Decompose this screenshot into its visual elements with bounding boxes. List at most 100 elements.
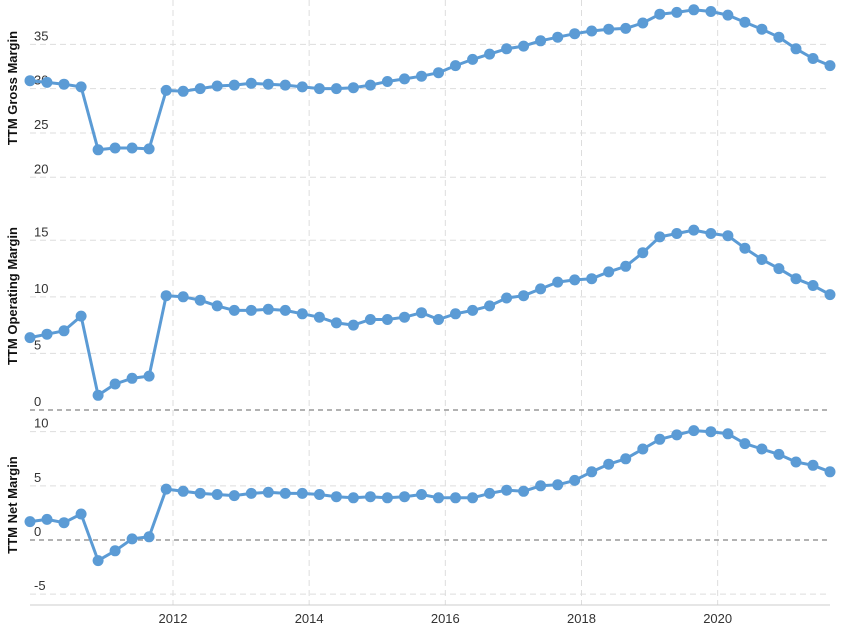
panel-1-data-point [41, 76, 53, 88]
panel-1-data-point [194, 83, 206, 95]
panel-2-data-point [671, 228, 683, 239]
panel-2-data-point [535, 283, 547, 295]
panel-3-data-point [381, 492, 393, 504]
panel-2-data-point [313, 311, 325, 323]
panel-1-data-point [58, 78, 70, 90]
panel-2-data-point [330, 317, 342, 329]
panel-1-data-point [160, 84, 172, 96]
panel-3-data-point [194, 487, 206, 499]
panel-1-data-point [399, 73, 410, 85]
panel-2-data-point [654, 231, 666, 243]
panel-2-data-point [790, 273, 802, 285]
panel-1-data-point [143, 143, 155, 155]
panel-2-data-point [41, 328, 53, 340]
panel-2-data-point [450, 308, 461, 320]
panel-2-y-tick-label: 10 [34, 281, 48, 296]
panel-2-y-tick-label: 5 [34, 337, 41, 352]
panel-3-data-point [484, 487, 496, 499]
panel-2-data-point [364, 314, 376, 325]
panel-1-data-point [177, 85, 189, 97]
panel-2-data-point [160, 290, 172, 302]
panel-2-y-axis-label: TTM Operating Margin [5, 227, 20, 365]
panel-3-data-point [296, 487, 308, 499]
panel-2-data-point [177, 291, 189, 303]
panel-1-data-point [518, 40, 530, 52]
panel-3-data-point [773, 448, 785, 460]
panel-3-data-point [279, 487, 291, 499]
panel-1-data-point [433, 67, 444, 79]
panel-1-data-point [228, 79, 240, 91]
panel-1-data-point [313, 83, 325, 95]
panel-2-data-point [143, 370, 155, 382]
panel-1-data-point [824, 60, 836, 72]
panel-2-data-point [552, 276, 564, 288]
panel-1-data-point [381, 76, 393, 87]
panel-1-data-point [296, 81, 308, 93]
panel-2-data-point [586, 273, 598, 285]
panel-1-data-point [756, 23, 768, 35]
panel-3-data-point [722, 428, 734, 440]
panel-1-data-point [24, 75, 36, 87]
panel-2-series-line [29, 228, 831, 397]
panel-1-data-point [109, 142, 121, 154]
panel-2-data-point [620, 260, 632, 272]
panel-1-y-axis-label: TTM Gross Margin [5, 31, 20, 145]
panel-3-data-point [228, 490, 240, 502]
panel-3: -5 0 5 10 TTM Net Margin [5, 416, 836, 595]
panel-2-data-point [75, 310, 87, 322]
panel-3-data-point [41, 513, 53, 525]
panel-1-data-point [637, 17, 649, 29]
panel-2-data-point [705, 228, 717, 239]
panel-2-data-point [381, 314, 393, 325]
panel-3-data-point [807, 459, 819, 471]
panel-2-data-point [194, 294, 206, 306]
panel-1-y-tick-label: 20 [34, 161, 48, 176]
panel-3-data-point [109, 545, 121, 557]
panel-1-data-point [603, 23, 615, 35]
panel-3-data-point [790, 456, 802, 468]
panel-1-data-point [790, 43, 802, 55]
panel-2-data-point [824, 289, 836, 301]
panel-3-y-tick-label: 5 [34, 470, 41, 485]
panel-1-y-tick-label: 35 [34, 28, 48, 43]
panel-3-data-point [552, 479, 564, 491]
x-tick-label-2012: 2012 [159, 611, 188, 626]
panel-3-data-point [143, 531, 155, 543]
x-tick-label-2020: 2020 [703, 611, 732, 626]
panel-2-data-point [416, 307, 427, 319]
panel-1-data-point [501, 43, 513, 55]
x-tick-label-2014: 2014 [295, 611, 324, 626]
panel-3-data-point [637, 443, 649, 455]
panel-3-data-point [58, 517, 70, 529]
panel-3-data-point [245, 487, 257, 499]
panel-1-data-point [569, 28, 581, 40]
panel-1-data-point [92, 144, 104, 156]
panel-2: 0 5 10 15 TTM Operating Margin [5, 224, 836, 411]
panel-1-data-point [75, 81, 87, 93]
panel-1-data-point [364, 79, 376, 91]
panel-1-data-point [330, 83, 342, 95]
panel-2-data-point [637, 247, 649, 259]
panel-2-data-point [262, 303, 274, 315]
panel-1-data-point [586, 25, 598, 37]
panel-3-data-point [671, 429, 683, 441]
panel-1-data-point [535, 35, 547, 47]
panel-2-y-tick-label: 15 [34, 224, 48, 239]
panel-3-data-point [126, 533, 138, 545]
panel-1-data-point [484, 48, 496, 60]
panel-3-data-point [518, 485, 530, 497]
panel-2-data-point [722, 230, 734, 242]
panel-3-data-point [364, 491, 376, 503]
panel-3-data-point [654, 433, 666, 445]
panel-1-data-point [722, 9, 734, 21]
panel-2-data-point [245, 304, 257, 316]
panel-2-data-point [126, 372, 138, 384]
panel-3-data-point [620, 453, 632, 465]
panel-2-data-point [603, 266, 615, 278]
panel-2-data-point [92, 389, 104, 401]
panel-3-data-point [262, 486, 274, 498]
panel-1-data-point [467, 53, 479, 65]
